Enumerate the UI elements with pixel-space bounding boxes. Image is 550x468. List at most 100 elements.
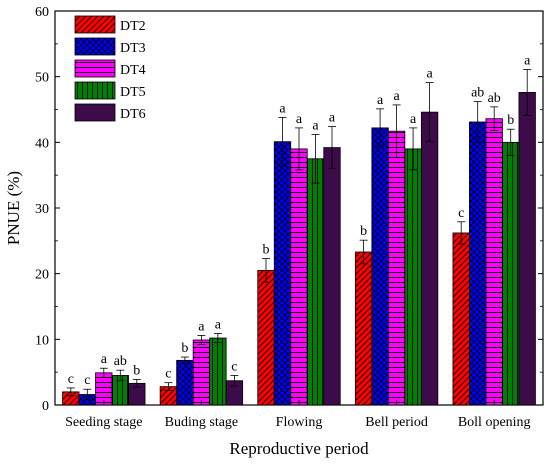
x-tick-label: Buding stage: [165, 415, 239, 430]
y-tick-label: 60: [35, 5, 49, 20]
x-tick-label: Seeding stage: [65, 415, 142, 430]
bar-dt2-5: [452, 232, 470, 406]
legend-label: DT6: [120, 107, 146, 122]
legend: DT2 DT3 DT4 DT5 DT6: [74, 15, 146, 122]
sig-letter-dt5-2: a: [215, 317, 222, 332]
error-bar-dt6-4: [425, 82, 434, 143]
error-bar-dt2-3: [262, 258, 270, 283]
sig-letter-dt2-1: c: [68, 372, 74, 387]
legend-swatch: [74, 37, 116, 56]
legend-item-dt3: DT3: [74, 37, 146, 56]
error-bar-dt5-5: [506, 128, 515, 156]
error-bar-dt3-1: [83, 388, 92, 401]
legend-swatch: [74, 81, 116, 100]
sig-letter-dt4-4: a: [393, 89, 400, 104]
bar-dt5-4: [404, 148, 422, 406]
error-bar-dt3-3: [278, 116, 287, 167]
sig-letter-dt4-2: a: [198, 319, 205, 334]
bar-dt3-3: [273, 141, 292, 406]
sig-letter-dt6-5: a: [524, 53, 531, 68]
error-bar-dt6-2: [230, 375, 239, 387]
error-bar-dt3-2: [180, 356, 189, 365]
sig-letter-dt4-3: a: [296, 112, 303, 127]
sig-letter-dt3-5: ab: [471, 86, 484, 101]
sig-letter-dt2-4: b: [360, 224, 367, 239]
error-bar-dt5-3: [311, 134, 320, 184]
bar-dt4-3: [290, 148, 308, 406]
legend-item-dt4: DT4: [74, 59, 146, 78]
error-bar-dt3-4: [376, 108, 385, 148]
bar-dt6-5: [518, 92, 536, 406]
error-bar-dt2-4: [359, 239, 368, 265]
bar-dt3-5: [469, 121, 487, 406]
bar-dt6-3: [323, 147, 341, 406]
sig-letter-dt3-4: a: [377, 93, 384, 108]
sig-letter-dt3-2: b: [181, 341, 188, 356]
error-bar-dt4-4: [392, 104, 401, 158]
bar-dt4-2: [192, 339, 211, 406]
legend-item-dt5: DT5: [74, 81, 146, 100]
sig-letter-dt2-3: b: [263, 243, 270, 258]
sig-letter-dt6-2: c: [231, 359, 237, 374]
legend-label: DT2: [120, 19, 146, 34]
error-bar-dt4-3: [295, 127, 303, 171]
error-bar-dt2-2: [164, 382, 173, 391]
error-bar-dt4-2: [197, 334, 206, 345]
y-tick-label: 10: [35, 333, 49, 348]
x-axis-title: Reproductive period: [229, 439, 369, 458]
sig-letter-dt3-3: a: [279, 101, 286, 116]
legend-label: DT3: [120, 41, 146, 56]
sig-letter-dt6-4: a: [426, 67, 433, 82]
error-bar-dt5-2: [213, 333, 222, 344]
sig-letter-dt5-1: ab: [114, 354, 127, 369]
sig-letter-dt2-5: c: [458, 206, 464, 221]
error-bar-dt6-5: [523, 69, 532, 116]
error-bar-dt4-5: [490, 106, 499, 131]
error-bar-dt2-5: [457, 221, 466, 245]
y-axis-title: PNUE (%): [4, 171, 23, 245]
sig-letter-dt6-1: b: [133, 363, 140, 378]
bar-dt4-4: [387, 130, 406, 406]
error-bar-dt5-1: [116, 369, 125, 382]
sig-letter-dt6-3: a: [329, 111, 336, 126]
bar-dt6-4: [420, 111, 439, 406]
error-bar-dt6-3: [328, 126, 336, 170]
y-tick-label: 30: [35, 202, 49, 217]
legend-swatch: [74, 103, 116, 122]
legend-label: DT5: [120, 85, 146, 100]
error-bar-dt2-1: [66, 387, 75, 397]
bar-dt5-5: [502, 141, 520, 406]
bar-dt5-2: [209, 337, 227, 406]
sig-letter-dt4-1: a: [101, 352, 108, 367]
x-axis: Seeding stage Buding stage Flowing Bell per…: [65, 400, 531, 430]
bar-dt2-4: [354, 251, 373, 406]
sig-letter-dt4-5: ab: [488, 91, 501, 106]
error-bar-dt6-1: [132, 378, 141, 388]
x-tick-label: Boll opening: [458, 415, 531, 430]
sig-letter-dt3-1: c: [84, 373, 90, 388]
y-tick-label: 20: [35, 268, 49, 283]
bar-dt3-2: [176, 359, 194, 406]
error-bar-dt5-4: [409, 127, 418, 171]
y-tick-label: 50: [35, 71, 49, 86]
legend-item-dt2: DT2: [74, 15, 146, 34]
y-tick-label: 40: [35, 136, 49, 151]
bar-dt3-4: [371, 127, 389, 406]
error-bar-dt4-1: [99, 367, 108, 378]
y-tick-label: 0: [42, 399, 49, 414]
bar-dt5-3: [306, 158, 325, 406]
sig-letter-dt5-3: a: [312, 118, 319, 133]
x-tick-label: Flowing: [276, 415, 323, 430]
sig-letter-dt5-5: b: [507, 113, 514, 128]
error-bars-layer: [66, 69, 532, 401]
x-tick-label: Bell period: [365, 415, 428, 430]
legend-item-dt6: DT6: [74, 103, 146, 122]
error-bar-dt3-5: [473, 101, 482, 143]
y-axis: 0 10 20 30 40 50 60: [35, 5, 543, 414]
sig-letter-dt2-2: c: [165, 367, 171, 382]
legend-swatch: [74, 15, 116, 34]
bar-dt4-5: [485, 118, 503, 406]
